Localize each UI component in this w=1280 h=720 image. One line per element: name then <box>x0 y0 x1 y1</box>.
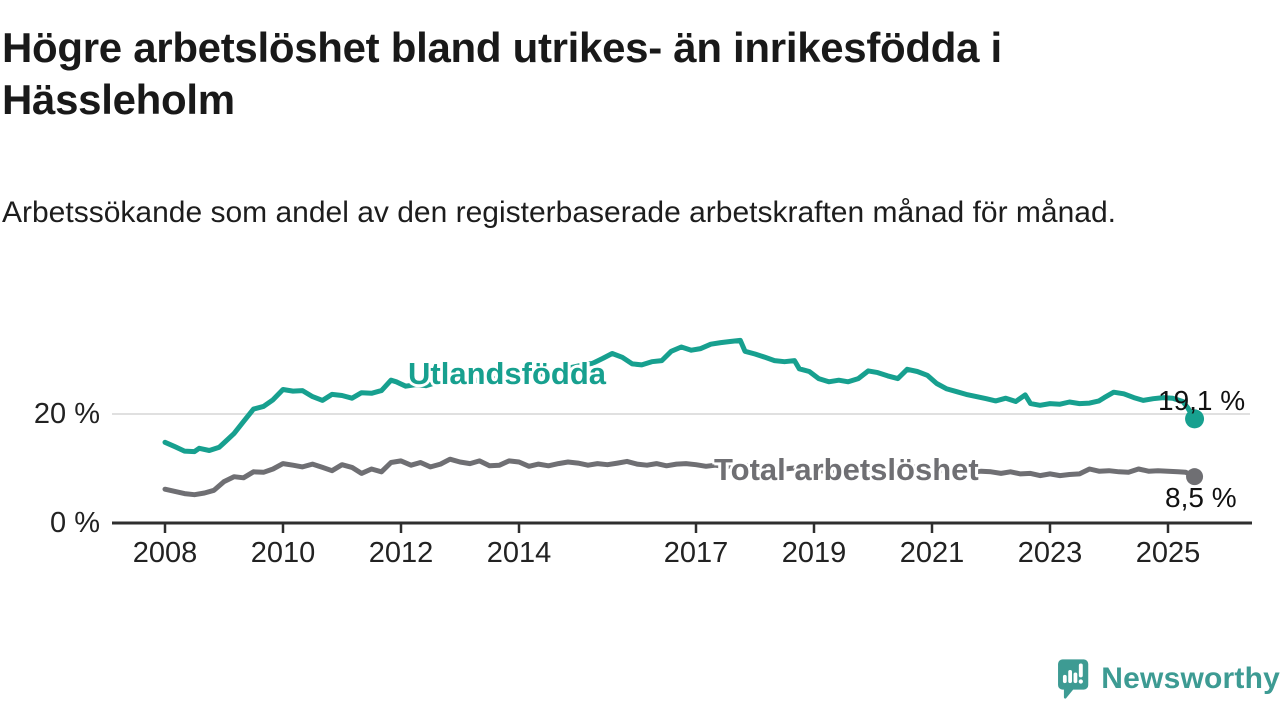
logo-exclamation-bar <box>1078 663 1083 678</box>
y-axis-label-0: 0 % <box>50 507 100 539</box>
logo-bar-2 <box>1068 670 1072 684</box>
series-line-0 <box>162 337 1198 455</box>
x-tick-label: 2023 <box>1017 537 1083 569</box>
x-tick-label: 2017 <box>663 537 729 569</box>
x-tick-label: 2019 <box>781 537 847 569</box>
series-line-1 <box>162 456 1198 498</box>
x-tick-label: 2010 <box>250 537 316 569</box>
series-label-total-arbetsloshet: Total arbetslöshet <box>714 452 979 487</box>
end-value-label-total: 8,5 % <box>1165 482 1237 513</box>
series-end-dot-1 <box>1186 468 1204 486</box>
newsworthy-logo: Newsworthy <box>1056 651 1280 707</box>
series-label-utlandsfodda: Utlandsfödda <box>408 356 607 391</box>
x-tick-label: 2021 <box>899 537 965 569</box>
x-tick-label: 2025 <box>1135 537 1201 569</box>
brand-name: Newsworthy <box>1101 662 1280 695</box>
logo-bar-1 <box>1062 674 1067 684</box>
newsworthy-icon <box>1058 659 1089 699</box>
chart-subtitle: Arbetssökande som andel av den registerb… <box>2 196 1116 229</box>
logo-exclamation-dot <box>1078 679 1083 684</box>
x-tick-label: 2014 <box>486 537 552 569</box>
logo-bar-3 <box>1073 672 1078 684</box>
series-end-dot-0 <box>1185 409 1205 429</box>
end-value-label-utlandsfodda: 19,1 % <box>1158 385 1246 416</box>
y-axis-label-20: 20 % <box>33 398 100 430</box>
x-tick-label: 2012 <box>368 537 434 569</box>
x-tick-label: 2008 <box>132 537 198 569</box>
page-title: Högre arbetslöshet bland utrikes- än inr… <box>2 24 1002 123</box>
